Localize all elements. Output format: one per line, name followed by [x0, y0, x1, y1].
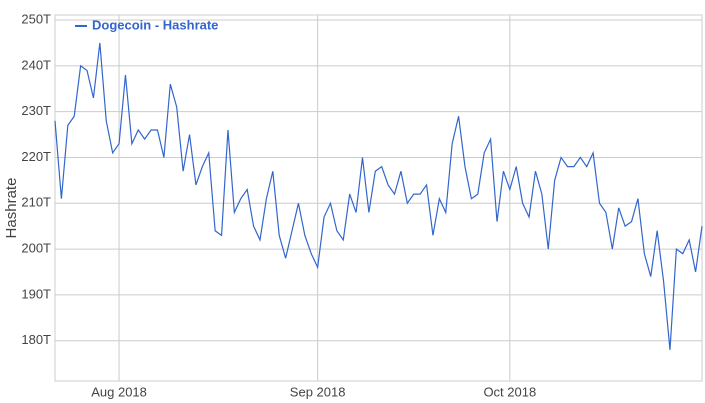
y-tick-label: 230T	[21, 103, 51, 118]
data-line	[54, 42, 703, 350]
y-tick-label: 240T	[21, 57, 51, 72]
y-tick-label: 220T	[21, 149, 51, 164]
y-tick-label: 200T	[21, 241, 51, 256]
x-tick-label: Oct 2018	[483, 384, 536, 399]
x-tick-label: Sep 2018	[290, 384, 346, 399]
y-tick-label: 190T	[21, 286, 51, 301]
y-axis-label: Hashrate	[3, 178, 20, 239]
x-tick-label: Aug 2018	[91, 384, 147, 399]
legend-label: Dogecoin - Hashrate	[92, 17, 218, 32]
y-tick-label: 250T	[21, 11, 51, 26]
y-tick-label: 180T	[21, 332, 51, 347]
y-tick-label: 210T	[21, 195, 51, 210]
plot-area	[54, 14, 703, 382]
